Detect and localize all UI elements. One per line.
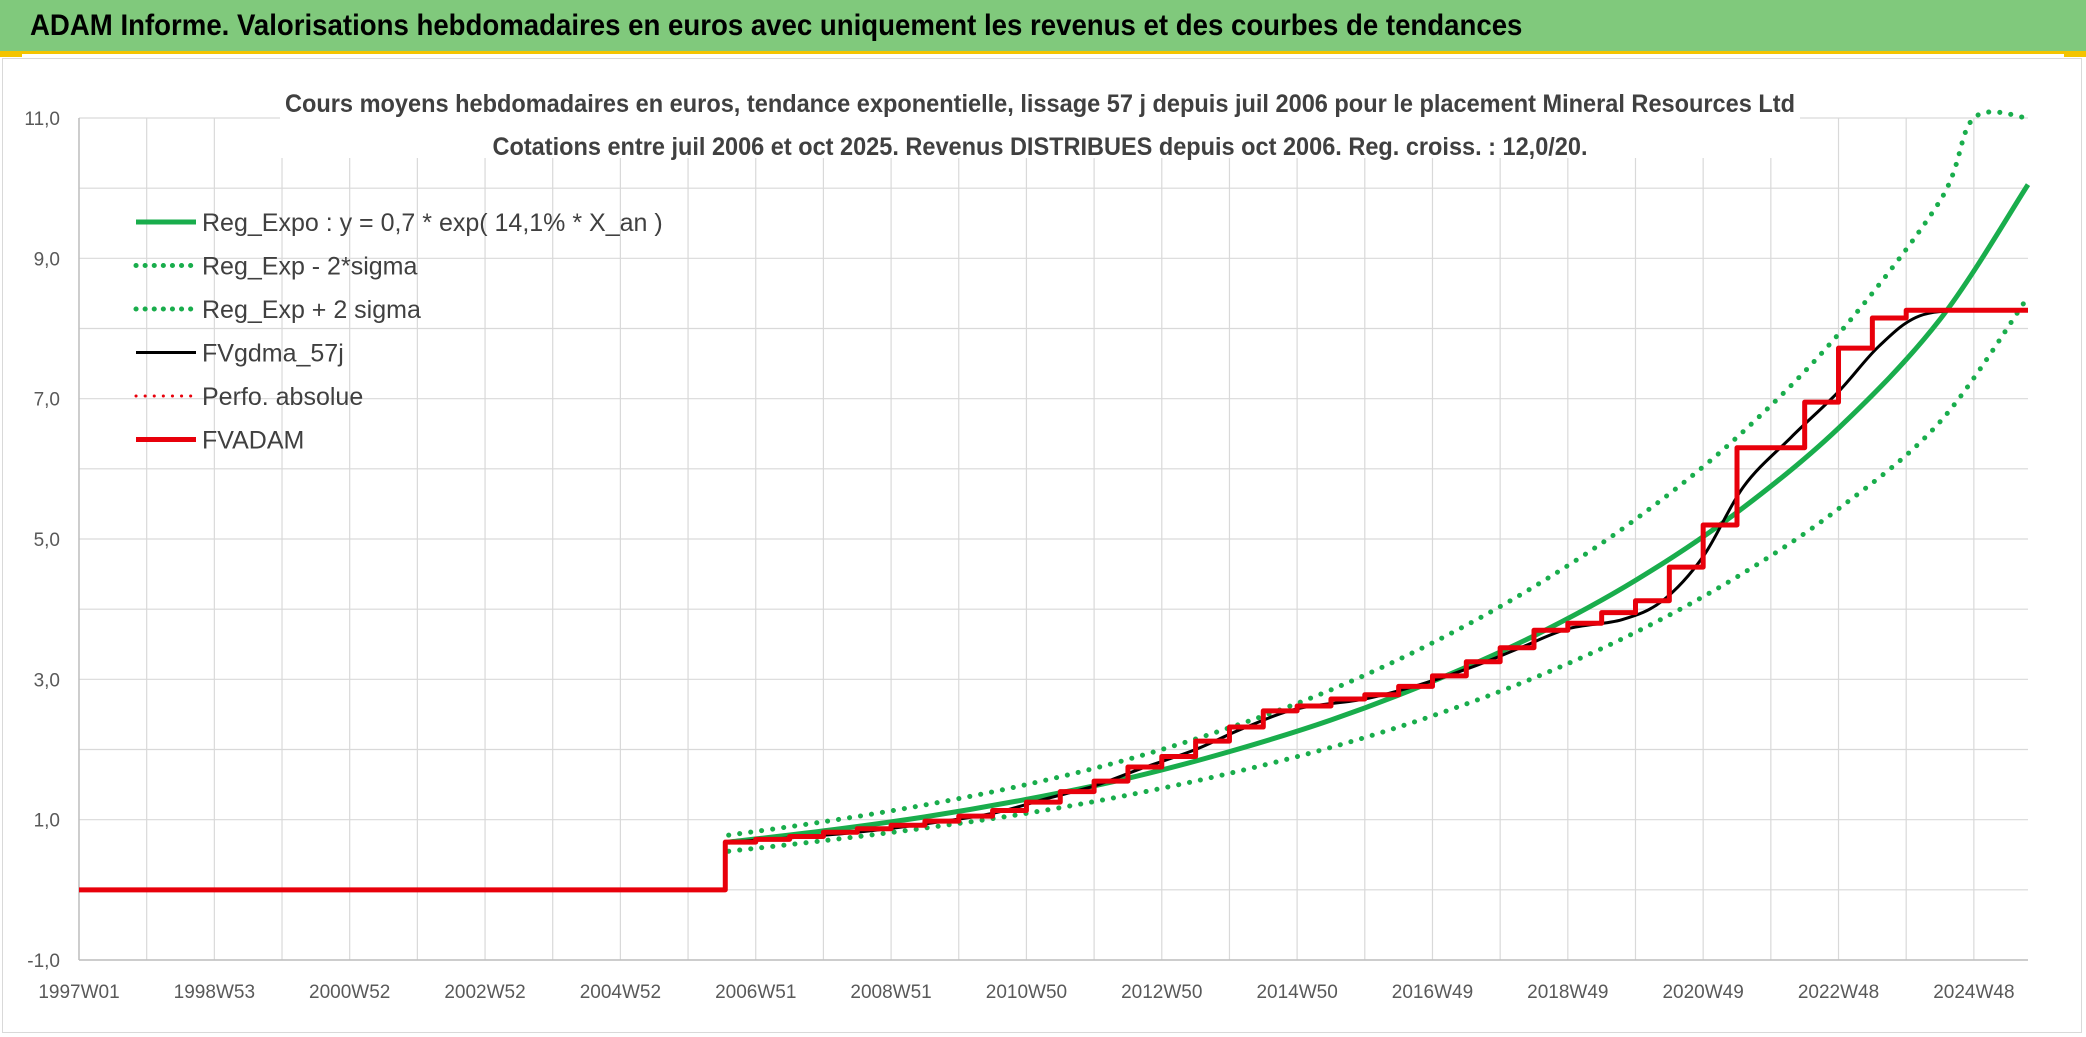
x-tick-label: 2022W48 xyxy=(1798,982,1879,1003)
x-tick-label: 2000W52 xyxy=(309,982,390,1003)
y-tick-label: 9,0 xyxy=(34,249,60,270)
y-tick-label: 11,0 xyxy=(24,109,60,130)
corner-mark-left xyxy=(0,52,22,57)
x-tick-label: 1997W01 xyxy=(38,982,119,1003)
x-axis-ticks: 1997W01 1998W53 2000W52 2002W52 2004W52 2006W… xyxy=(38,982,2014,1003)
report-header: ADAM Informe. Valorisations hebdomadaire… xyxy=(0,0,2086,54)
x-tick-label: 2020W49 xyxy=(1662,982,1743,1003)
x-tick-label: 1998W53 xyxy=(174,982,255,1003)
x-tick-label: 2014W50 xyxy=(1256,982,1337,1003)
y-tick-label: 7,0 xyxy=(34,390,60,411)
corner-mark-right xyxy=(2064,52,2086,57)
chart-title: Cours moyens hebdomadaires en euros, ten… xyxy=(285,90,1795,118)
y-axis-ticks: -1,0 1,0 3,0 5,0 7,0 9,0 11,0 xyxy=(24,109,60,972)
legend-label: Reg_Exp + 2 sigma xyxy=(202,296,421,324)
series-line-2 xyxy=(726,109,2031,838)
x-tick-label: 2012W50 xyxy=(1121,982,1202,1003)
series-lines xyxy=(79,109,2031,893)
y-tick-label: 1,0 xyxy=(34,811,60,832)
x-tick-label: 2004W52 xyxy=(580,982,661,1003)
x-tick-label: 2024W48 xyxy=(1933,982,2014,1003)
y-tick-label: -1,0 xyxy=(27,951,60,972)
legend-label: FVgdma_57j xyxy=(202,340,344,368)
legend-label: Perfo. absolue xyxy=(202,383,363,411)
report-title: ADAM Informe. Valorisations hebdomadaire… xyxy=(30,9,1523,42)
series-line-0 xyxy=(728,183,2031,845)
grid-lines xyxy=(78,117,2028,961)
x-tick-label: 2008W51 xyxy=(850,982,931,1003)
x-tick-label: 2002W52 xyxy=(444,982,525,1003)
y-tick-label: 5,0 xyxy=(34,530,60,551)
chart-area xyxy=(2,58,2082,1033)
y-tick-label: 3,0 xyxy=(34,670,60,691)
x-tick-label: 2010W50 xyxy=(986,982,1067,1003)
legend-label: FVADAM xyxy=(202,427,304,455)
chart-titles: Cours moyens hebdomadaires en euros, ten… xyxy=(280,86,1800,161)
series-line-3 xyxy=(728,308,2029,844)
title-background xyxy=(280,86,1800,158)
x-tick-label: 2016W49 xyxy=(1392,982,1473,1003)
legend-label: Reg_Exp - 2*sigma xyxy=(202,253,417,281)
legend: Reg_Expo : y = 0,7 * exp( 14,1% * X_an )… xyxy=(133,209,663,455)
series-line-1 xyxy=(726,294,2031,854)
series-line-5 xyxy=(79,307,2028,893)
legend-label: Reg_Expo : y = 0,7 * exp( 14,1% * X_an ) xyxy=(202,209,663,237)
x-tick-label: 2006W51 xyxy=(715,982,796,1003)
x-tick-label: 2018W49 xyxy=(1527,982,1608,1003)
chart-subtitle: Cotations entre juil 2006 et oct 2025. R… xyxy=(493,133,1588,161)
